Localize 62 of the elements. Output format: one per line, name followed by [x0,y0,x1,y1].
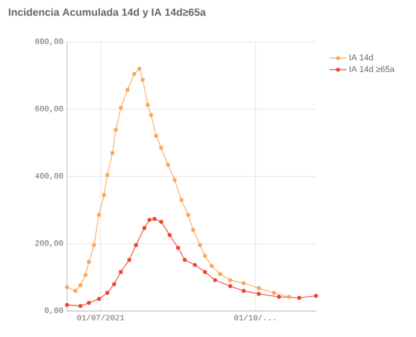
point [146,102,150,107]
point [287,294,292,299]
point [118,106,123,110]
point [118,270,123,274]
legend-label: IA 14d ≥65a [350,66,395,72]
point [210,264,214,268]
point [168,233,172,237]
point [132,72,136,76]
point [102,193,106,197]
point [192,262,197,267]
point [127,258,132,262]
point [202,270,207,274]
point [147,218,152,222]
point [297,296,302,300]
point [86,300,91,305]
point [92,243,96,248]
point [110,150,114,155]
point [159,220,164,224]
point [179,198,184,202]
point [96,212,101,217]
point [73,288,78,293]
point [142,226,146,230]
point [134,243,138,248]
point [242,288,246,293]
point [159,146,164,150]
point [276,294,281,299]
point [198,243,202,248]
point [182,258,187,262]
point [86,260,91,264]
point [114,128,118,132]
point [176,246,180,250]
point [154,134,158,138]
point [105,290,110,295]
point [272,290,276,295]
point [166,162,170,167]
point [228,278,232,282]
point [191,228,196,232]
point [213,278,218,282]
point [65,285,69,290]
point [105,172,110,177]
point [84,273,88,278]
point [152,216,156,221]
point [256,286,261,290]
point [186,212,190,217]
point [242,281,246,286]
point [202,254,207,258]
point [65,302,69,307]
point [137,66,142,71]
point [314,294,318,298]
point [228,284,232,288]
point [78,283,82,288]
point [78,304,82,308]
point [172,178,177,182]
chart-title: Incidencia Acumulada 14d y IA 14d≥65a [8,8,206,18]
point [126,88,130,92]
point [256,292,261,296]
legend-label: IA 14d [350,54,373,60]
point [112,282,116,286]
point [140,78,145,82]
point [218,272,222,276]
point [96,296,101,301]
point [149,112,154,117]
